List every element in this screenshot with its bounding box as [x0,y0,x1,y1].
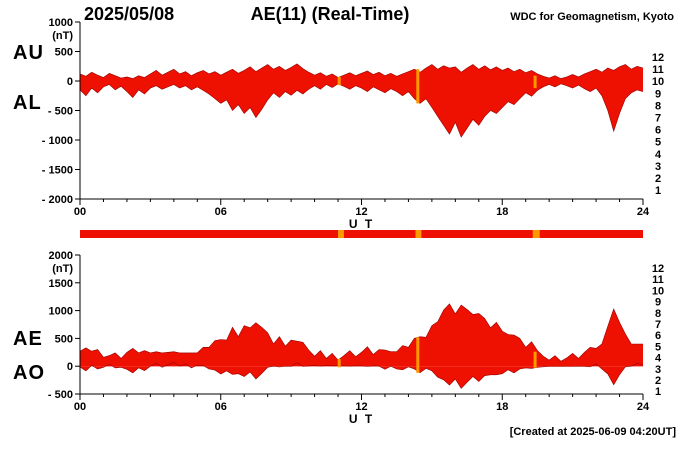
svg-text:(nT): (nT) [52,30,73,42]
svg-text:6: 6 [655,330,661,342]
svg-text:24: 24 [637,401,650,413]
page-title: AE(11) (Real-Time) [250,4,410,24]
svg-text:- 1500: - 1500 [42,165,73,177]
svg-text:2000: 2000 [49,250,73,262]
svg-text:10: 10 [652,76,664,88]
svg-text:(nT): (nT) [52,263,73,275]
svg-text:4: 4 [655,353,662,365]
series-label-ao: AO [13,362,45,384]
svg-text:- 2000: - 2000 [42,194,73,206]
svg-text:- 1000: - 1000 [42,135,73,147]
svg-text:9: 9 [655,88,661,100]
svg-text:3: 3 [655,364,661,376]
svg-text:5: 5 [655,341,661,353]
svg-text:U T: U T [349,412,374,426]
svg-text:2: 2 [655,375,661,387]
svg-text:5: 5 [655,137,661,149]
svg-text:00: 00 [74,206,86,218]
svg-text:18: 18 [496,206,508,218]
svg-text:- 500: - 500 [48,389,73,401]
svg-text:1000: 1000 [49,17,73,29]
svg-text:9: 9 [655,297,661,309]
series-label-al: AL [13,92,42,114]
data-source-label: WDC for Geomagnetism, Kyoto [510,11,674,23]
svg-text:10: 10 [652,285,664,297]
svg-text:00: 00 [74,401,86,413]
svg-text:06: 06 [215,401,227,413]
svg-text:1: 1 [655,386,661,398]
svg-text:24: 24 [637,206,650,218]
svg-text:6: 6 [655,125,661,137]
svg-text:1500: 1500 [49,278,73,290]
svg-text:12: 12 [652,263,664,275]
series-label-au: AU [13,42,44,64]
svg-text:0: 0 [67,361,73,373]
created-timestamp: [Created at 2025-06-09 04:20UT] [509,426,676,438]
svg-text:12: 12 [355,401,367,413]
plot-date: 2025/05/08 [84,4,175,24]
svg-text:18: 18 [496,401,508,413]
svg-text:11: 11 [652,274,664,286]
svg-text:- 500: - 500 [48,106,73,118]
svg-text:12: 12 [355,206,367,218]
svg-text:1000: 1000 [49,306,73,318]
svg-text:1: 1 [655,185,661,197]
series-label-ae: AE [13,328,43,350]
svg-text:U T: U T [349,217,374,231]
svg-text:7: 7 [655,319,661,331]
svg-text:8: 8 [655,100,661,112]
svg-text:3: 3 [655,161,661,173]
svg-text:8: 8 [655,308,661,320]
svg-text:06: 06 [215,206,227,218]
svg-text:500: 500 [55,47,73,59]
svg-text:2: 2 [655,173,661,185]
svg-text:12: 12 [652,52,664,64]
svg-text:4: 4 [655,149,662,161]
svg-text:500: 500 [55,333,73,345]
svg-text:11: 11 [652,64,664,76]
svg-text:7: 7 [655,113,661,125]
svg-text:0: 0 [67,76,73,88]
